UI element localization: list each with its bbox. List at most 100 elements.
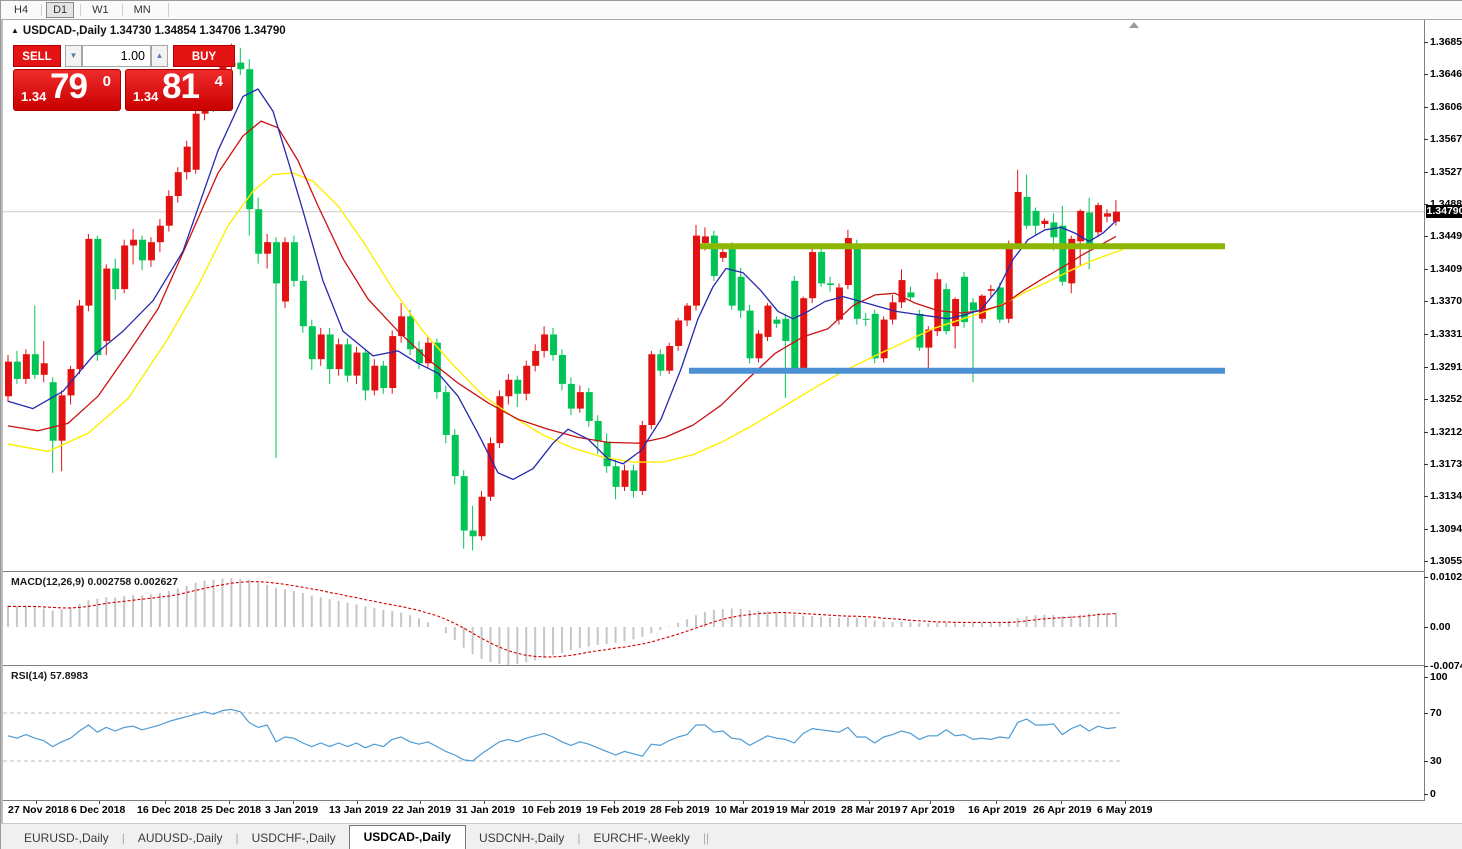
chart-shift-icon[interactable]: [1129, 22, 1139, 28]
price-axis-tick: [1424, 333, 1428, 335]
candle-body: [943, 289, 951, 332]
macd-splitter[interactable]: [3, 571, 1425, 572]
chart-title: ▲ USDCAD-,Daily 1.34730 1.34854 1.34706 1…: [11, 25, 286, 37]
candle-body: [934, 279, 942, 332]
date-axis-tick: [930, 801, 931, 804]
ask-prefix: 1.34: [133, 89, 159, 104]
price-axis-label: 1.34090: [1430, 263, 1462, 276]
candle-body: [451, 434, 459, 477]
symbol-tab-usdchf[interactable]: USDCHF-,Daily: [251, 831, 336, 845]
symbol-tab-audusd[interactable]: AUDUSD-,Daily: [137, 831, 223, 845]
symbol-tab-eurusd[interactable]: EURUSD-,Daily: [24, 831, 109, 845]
candle-body: [1077, 210, 1085, 242]
candle-body: [996, 287, 1004, 320]
macd-value-main: 0.002758: [87, 576, 132, 588]
price-axis-tick: [1424, 269, 1428, 271]
rsi-axis-label: 100: [1430, 671, 1448, 683]
date-axis-tick: [1061, 801, 1062, 804]
buy-button[interactable]: BUY: [173, 45, 235, 67]
volume-input[interactable]: 1.00: [82, 45, 151, 67]
candle-body: [648, 354, 656, 426]
timeframe-button-h4[interactable]: H4: [14, 4, 29, 16]
candle-body: [1014, 191, 1022, 245]
candle-body: [362, 352, 370, 391]
date-axis-tick: [293, 801, 294, 804]
candle-body: [156, 225, 164, 243]
candle-body: [719, 252, 727, 258]
candle-body: [1086, 212, 1094, 249]
rsi-splitter[interactable]: [3, 665, 1425, 666]
candle-body: [112, 268, 120, 290]
price-axis-label: 1.32520: [1430, 392, 1462, 405]
candle-body: [22, 354, 30, 379]
price-axis-label: 1.36460: [1430, 68, 1462, 81]
candle-body: [639, 425, 647, 491]
candle-body: [49, 382, 57, 441]
candle-body: [916, 313, 924, 348]
date-axis-label: 22 Jan 2019: [392, 804, 451, 816]
candle-body: [1059, 225, 1067, 282]
volume-decrease-button[interactable]: ▼: [65, 45, 82, 67]
timeframe-button-mn[interactable]: MN: [133, 4, 151, 16]
collapse-arrow-icon[interactable]: ▲: [11, 26, 19, 35]
ask-big-digits: 81: [162, 67, 200, 106]
candle-body: [710, 235, 718, 276]
sell-button[interactable]: SELL: [13, 45, 61, 67]
tab-separator: |: [577, 831, 581, 845]
macd-axis-tick: [1424, 627, 1428, 628]
candle-body: [585, 392, 593, 421]
date-axis-tick: [165, 801, 166, 804]
main-chart-canvas[interactable]: [3, 22, 1424, 572]
price-axis-label: 1.36060: [1430, 101, 1462, 114]
candle-body: [1041, 220, 1049, 225]
candle-body: [1112, 211, 1120, 222]
timeframe-button-d1[interactable]: D1: [46, 2, 75, 18]
candle-body: [844, 238, 852, 286]
candle-body: [621, 470, 629, 487]
candle-body: [13, 361, 21, 379]
symbol-title: USDCAD-,Daily: [22, 25, 107, 37]
candle-body: [317, 334, 325, 360]
macd-axis-tick: [1424, 577, 1428, 578]
volume-increase-button[interactable]: ▲: [151, 45, 168, 67]
candle-body: [147, 242, 155, 261]
symbol-tab-eurchf[interactable]: EURCHF-,Weekly: [593, 831, 690, 845]
candle-body: [791, 280, 799, 369]
ask-price-display[interactable]: 1.34 81 4: [125, 67, 233, 111]
rsi-panel-canvas[interactable]: [3, 667, 1424, 800]
date-axis-label: 7 Apr 2019: [902, 804, 955, 816]
date-axis-label: 3 Jan 2019: [265, 804, 319, 816]
candle-body: [85, 238, 93, 306]
candle-body: [961, 276, 969, 323]
timeframe-button-w1[interactable]: W1: [92, 4, 109, 16]
candle-body: [103, 268, 111, 342]
date-axis-tick: [550, 801, 551, 804]
candle-body: [567, 383, 575, 409]
symbol-tab-usdcnh[interactable]: USDCNH-,Daily: [478, 831, 565, 845]
macd-value-signal: 0.002627: [134, 576, 178, 588]
date-axis-tick: [996, 801, 997, 804]
symbol-tabs-bar: EURUSD-,Daily | AUDUSD-,Daily | USDCHF-,Dail…: [1, 823, 1462, 849]
candle-body: [612, 466, 620, 487]
macd-panel-canvas[interactable]: [3, 573, 1424, 665]
price-axis-tick: [1424, 495, 1428, 497]
macd-axis-label: 0.010229: [1430, 571, 1462, 583]
bid-big-digits: 79: [50, 67, 88, 106]
price-axis-tick: [1424, 366, 1428, 368]
symbol-tab-usdcad[interactable]: USDCAD-,Daily: [348, 825, 466, 849]
date-axis-label: 25 Dec 2018: [201, 804, 262, 816]
price-axis-label: 1.32120: [1430, 425, 1462, 438]
candle-body: [407, 316, 415, 350]
date-axis-tick: [484, 801, 485, 804]
candle-body: [907, 292, 915, 298]
date-axis-tick: [36, 801, 37, 804]
candle-body: [344, 344, 352, 376]
bid-price-display[interactable]: 1.34 79 0: [13, 67, 121, 111]
candle-body: [130, 239, 138, 246]
candle-body: [541, 334, 549, 351]
date-axis-line: [3, 800, 1425, 801]
candle-body: [505, 379, 513, 397]
toolbar-separator: [167, 3, 169, 17]
date-axis-label: 16 Apr 2019: [968, 804, 1027, 816]
